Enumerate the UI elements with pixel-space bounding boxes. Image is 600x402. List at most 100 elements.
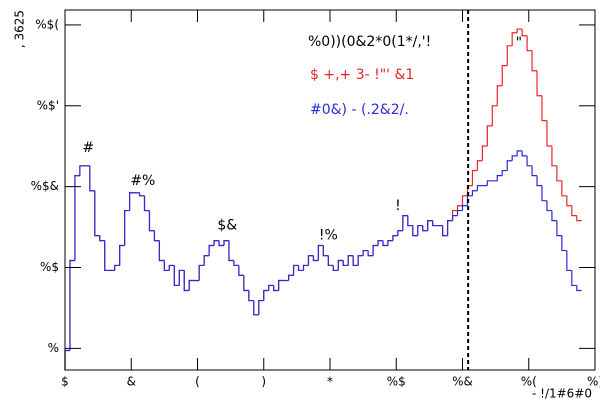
histogram-bin [94, 190, 100, 237]
histogram-bin [263, 289, 269, 301]
histogram-bin [526, 155, 533, 167]
histogram-bin [461, 205, 468, 211]
histogram-bin [496, 85, 503, 106]
histogram-bin [476, 160, 483, 171]
annotation: #% [130, 173, 155, 189]
histogram-bin [158, 240, 165, 262]
histogram-bin [74, 174, 80, 261]
histogram-bin [297, 265, 304, 272]
histogram-bin [128, 192, 135, 211]
histogram-bin [372, 244, 379, 256]
histogram-bin [516, 28, 523, 33]
histogram-bin [203, 255, 210, 266]
histogram-bin [273, 285, 279, 292]
legend-title: %0))(0&2*0(1*/,'! [308, 34, 431, 50]
histogram-bin [143, 195, 150, 212]
histogram-bin [208, 244, 215, 256]
histogram-bin [317, 244, 324, 261]
histogram-bin [178, 269, 185, 286]
histogram-bin [253, 300, 259, 316]
histogram-bin [471, 169, 478, 186]
histogram-bin [238, 265, 244, 276]
x-tick-label: %( [521, 375, 537, 389]
annotation: ! [395, 198, 401, 214]
histogram-bin [312, 255, 319, 262]
histogram-bin [337, 259, 344, 271]
x-tick-label: ( [195, 375, 200, 389]
histogram-bin [208, 244, 215, 256]
histogram-bin [551, 146, 557, 167]
histogram-bin [446, 220, 453, 236]
histogram-bin [506, 160, 513, 171]
histogram-bin [233, 260, 239, 267]
histogram-bin [551, 210, 557, 222]
histogram-bin [218, 240, 224, 247]
histogram-bin [138, 192, 145, 197]
y-tick-label: %$( [35, 17, 59, 31]
histogram-bin [511, 155, 518, 161]
histogram-bin [302, 264, 309, 271]
histogram-bin [451, 215, 458, 221]
histogram-bin [367, 250, 374, 257]
histogram-bin [243, 275, 249, 292]
histogram-bin [357, 255, 364, 266]
histogram-bin [253, 300, 259, 316]
histogram-bin [362, 249, 369, 256]
histogram-bin [248, 290, 254, 302]
histogram-bin [168, 264, 175, 271]
histogram-bin [332, 265, 339, 272]
histogram-bin [148, 210, 155, 232]
histogram-bin [486, 125, 493, 147]
histogram-bin [163, 260, 170, 272]
histogram-bin [228, 240, 234, 262]
histogram-bin [362, 249, 369, 256]
histogram-bin [556, 220, 562, 237]
histogram-bin [153, 230, 160, 242]
x-tick-label: & [127, 375, 136, 389]
histogram-bin [377, 240, 383, 246]
histogram-bin [94, 190, 100, 237]
histogram-bin [561, 180, 567, 197]
histogram-bin [571, 205, 577, 217]
histogram-bin [367, 250, 374, 257]
y-tick-label: % [48, 341, 59, 355]
histogram-bin [481, 145, 488, 161]
histogram-bin [352, 255, 359, 267]
histogram-bin [357, 255, 364, 266]
histogram-bin [64, 349, 70, 370]
histogram-bin [99, 235, 105, 242]
annotation: " [516, 35, 522, 51]
histogram-bin [327, 255, 334, 267]
histogram-bin [387, 240, 393, 246]
histogram-bin [218, 240, 224, 247]
histogram-bin [188, 279, 195, 291]
histogram-bin [456, 209, 463, 216]
histogram-bin [278, 279, 284, 291]
x-tick-label: ) [261, 375, 266, 389]
histogram-bin [114, 264, 120, 271]
histogram-bin [412, 225, 418, 237]
histogram-bin [153, 230, 160, 242]
histogram-bin [223, 240, 229, 246]
histogram-bin [258, 299, 264, 315]
histogram-bin [158, 240, 165, 262]
histogram-bin [571, 270, 577, 287]
histogram-bin [322, 245, 329, 257]
histogram-bin [392, 235, 398, 241]
histogram-bin [119, 244, 125, 266]
histogram-bin [307, 255, 314, 266]
histogram-bin [476, 185, 483, 191]
histogram-bin [546, 200, 552, 212]
histogram-bin [407, 215, 413, 227]
histogram-bin [392, 235, 398, 241]
histogram-bin [198, 264, 205, 281]
histogram-bin [382, 240, 388, 247]
histogram-bin [531, 165, 538, 177]
histogram-bin [491, 105, 498, 126]
histogram-bin [407, 215, 413, 227]
histogram-bin [347, 255, 354, 266]
histogram-bin [163, 260, 170, 272]
x-tick-label: %) [587, 375, 600, 389]
histogram-bin [223, 240, 229, 246]
histogram-bin [292, 264, 299, 276]
